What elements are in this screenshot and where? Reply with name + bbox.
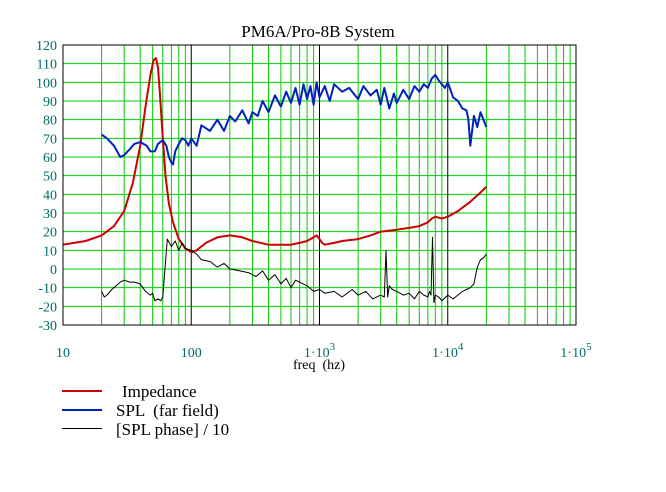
x-tick-label: 100 [181, 346, 202, 361]
chart-legend: Impedance SPL (far field) [SPL phase] / … [62, 382, 362, 439]
chart-series [62, 57, 488, 304]
y-tick-label: 40 [43, 188, 57, 203]
y-tick-label: -20 [38, 300, 57, 315]
y-tick-label: 60 [43, 151, 57, 166]
y-tick-label: 50 [43, 170, 57, 185]
legend-swatch-spl-phase [62, 428, 102, 429]
y-tick-label: -30 [38, 319, 57, 334]
y-tick-label: 120 [36, 39, 57, 54]
legend-item-impedance: Impedance [62, 382, 362, 401]
chart-title: PM6A/Pro-8B System [241, 22, 395, 41]
x-axis-label: freq (hz) [293, 358, 345, 373]
y-tick-label: 70 [43, 132, 57, 147]
legend-label-impedance: Impedance [122, 382, 197, 401]
y-tick-label: 20 [43, 226, 57, 241]
legend-swatch-spl [62, 409, 102, 411]
legend-item-spl: SPL (far field) [62, 401, 362, 420]
x-tick-label: 1·104 [432, 341, 464, 361]
y-tick-label: 80 [43, 114, 57, 129]
series-line-2 [101, 73, 488, 166]
y-tick-label: 110 [37, 58, 57, 73]
legend-swatch-impedance [62, 390, 102, 392]
y-tick-label: 30 [43, 207, 57, 222]
y-tick-label: 90 [43, 95, 57, 110]
chart-gridlines [63, 45, 576, 325]
x-tick-label: 10 [56, 346, 70, 361]
x-tick-label: 1·105 [560, 341, 592, 361]
plot-frame [62, 44, 577, 326]
y-tick-label: 100 [36, 76, 57, 91]
legend-label-spl: SPL (far field) [116, 401, 219, 420]
series-line-1 [62, 57, 488, 254]
legend-item-spl-phase: [SPL phase] / 10 [62, 420, 362, 439]
x-axis-ticks: 10 100 1·103 1·104 1·105 [56, 341, 592, 361]
x-tick-label: 1·103 [304, 341, 336, 361]
series-line-3 [101, 236, 487, 304]
y-tick-label: -10 [38, 282, 57, 297]
y-tick-label: 0 [50, 263, 57, 278]
legend-label-spl-phase: [SPL phase] / 10 [116, 420, 230, 439]
y-tick-label: 10 [43, 244, 57, 259]
